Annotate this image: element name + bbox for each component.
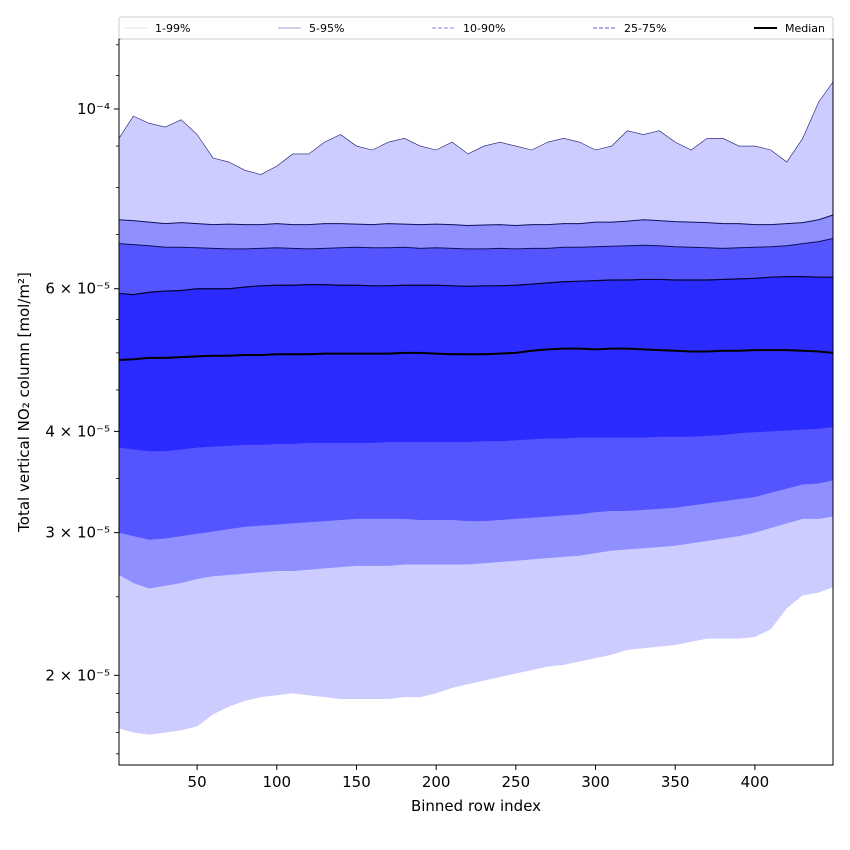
x-tick-label: 150 [342, 773, 371, 791]
line-95 [119, 81, 833, 175]
y-axis-label: Total vertical NO₂ column [mol/m²] [15, 272, 33, 533]
plot-area [119, 81, 833, 735]
x-tick-label: 400 [741, 773, 770, 791]
y-tick-label: 2 × 10⁻⁵ [45, 666, 110, 684]
line-median [119, 347, 833, 361]
x-axis-label: Binned row index [411, 797, 541, 815]
line-75 [119, 238, 833, 250]
x-tick-label: 250 [502, 773, 531, 791]
y-tick-label: 6 × 10⁻⁵ [45, 280, 110, 298]
y-tick-label: 3 × 10⁻⁵ [45, 524, 110, 542]
band-median [119, 276, 833, 452]
legend-label: 10-90% [463, 22, 505, 35]
legend-label: 5-95% [309, 22, 344, 35]
legend-label: Median [785, 22, 825, 35]
x-tick-label: 300 [581, 773, 610, 791]
legend-label: 1-99% [155, 22, 190, 35]
x-tick-label: 350 [661, 773, 690, 791]
x-tick-label: 50 [188, 773, 207, 791]
line-90 [119, 214, 833, 227]
y-tick-label: 4 × 10⁻⁵ [45, 422, 110, 440]
x-tick-label: 100 [262, 773, 291, 791]
legend: 1-99% 5-95% 10-90% 25-75% Median [118, 16, 834, 40]
legend-label: 25-75% [624, 22, 666, 35]
x-tick-label: 200 [422, 773, 451, 791]
legend-frame [118, 16, 834, 40]
line-median-upper [119, 276, 833, 296]
y-tick-label: 10⁻⁴ [77, 100, 110, 118]
